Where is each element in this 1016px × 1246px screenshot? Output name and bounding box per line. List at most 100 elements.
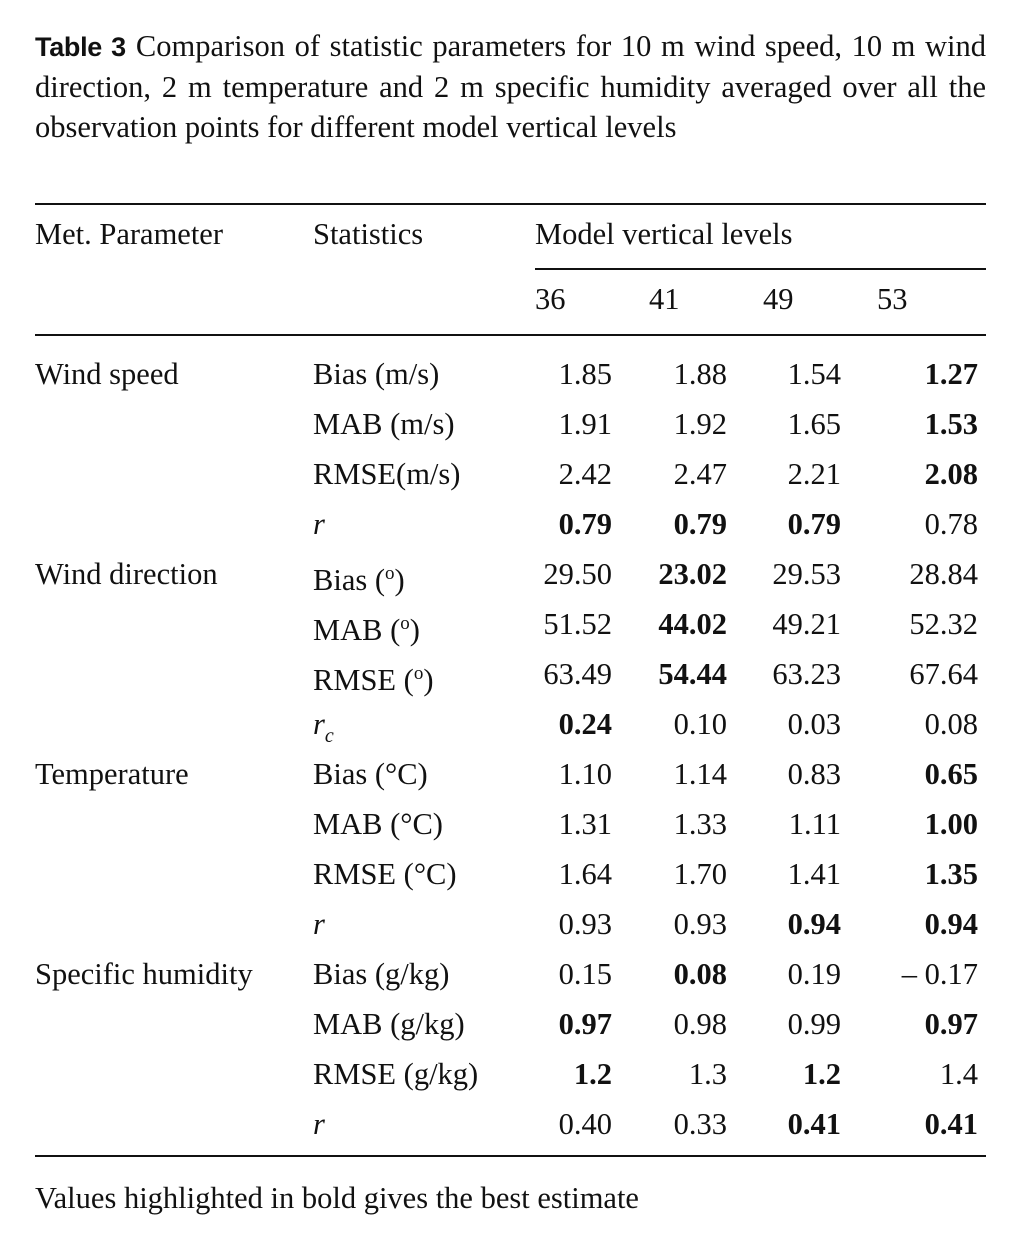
- value-cell: 0.08: [673, 957, 727, 991]
- value-cell: 0.79: [558, 507, 612, 541]
- statistic-text: RMSE (°C): [313, 857, 457, 891]
- statistic-label: Bias (g/kg): [313, 956, 449, 992]
- value-cell: 51.52: [543, 607, 612, 641]
- statistic-text: r: [313, 907, 325, 941]
- value-cell: – 0.17: [901, 957, 978, 991]
- value-cell: 0.15: [558, 957, 612, 991]
- table-footnote: Values highlighted in bold gives the bes…: [35, 1181, 639, 1215]
- value-cell: 54.44: [658, 657, 727, 691]
- statistic-label: RMSE (°C): [313, 856, 457, 892]
- degree-superscript: o: [400, 613, 410, 634]
- parameter-name: Wind direction: [35, 557, 218, 591]
- value-cell: 0.24: [558, 707, 612, 741]
- value-cell: 1.11: [788, 807, 841, 841]
- statistic-label: RMSE (o): [313, 656, 434, 698]
- value-cell: 1.91: [558, 407, 612, 441]
- statistic-text: Bias (: [313, 563, 386, 597]
- value-cell: 29.50: [543, 557, 612, 591]
- value-cell: 0.78: [924, 507, 978, 541]
- parameter-name: Wind speed: [35, 357, 179, 391]
- value-cell: 0.79: [787, 507, 841, 541]
- degree-superscript: o: [385, 563, 395, 584]
- header-level-49: 49: [763, 282, 794, 316]
- statistic-text-end: ): [423, 663, 434, 697]
- value-cell: 0.19: [787, 957, 841, 991]
- value-cell: 29.53: [772, 557, 841, 591]
- value-cell: 2.08: [924, 457, 978, 491]
- value-cell: 63.49: [543, 657, 612, 691]
- statistic-label: MAB (g/kg): [313, 1006, 465, 1042]
- value-cell: 0.98: [673, 1007, 727, 1041]
- statistic-text: Bias (m/s): [313, 357, 440, 391]
- header-level-36: 36: [535, 282, 566, 316]
- value-cell: 0.94: [787, 907, 841, 941]
- value-cell: 2.42: [558, 457, 612, 491]
- statistic-label: rc: [313, 706, 334, 754]
- table-label: Table 3: [35, 32, 126, 62]
- statistic-text: Bias (°C): [313, 757, 428, 791]
- value-cell: 67.64: [909, 657, 978, 691]
- value-cell: 1.2: [573, 1057, 612, 1091]
- value-cell: 1.64: [558, 857, 612, 891]
- value-cell: 1.53: [924, 407, 978, 441]
- value-cell: 28.84: [909, 557, 978, 591]
- header-model-vertical-levels: Model vertical levels: [535, 217, 793, 251]
- value-cell: 1.4: [939, 1057, 978, 1091]
- statistic-text: RMSE (: [313, 663, 414, 697]
- value-cell: 0.79: [673, 507, 727, 541]
- value-cell: 44.02: [658, 607, 727, 641]
- header-statistics: Statistics: [313, 217, 424, 251]
- value-cell: 1.41: [787, 857, 841, 891]
- statistic-text: r: [313, 1107, 325, 1141]
- statistic-label: RMSE(m/s): [313, 456, 460, 492]
- group-header-rule: [535, 268, 986, 270]
- value-cell: 0.99: [787, 1007, 841, 1041]
- statistic-text: MAB (°C): [313, 807, 443, 841]
- value-cell: 1.14: [673, 757, 727, 791]
- statistic-subscript: c: [324, 725, 334, 747]
- value-cell: 0.10: [673, 707, 727, 741]
- value-cell: 1.35: [924, 857, 978, 891]
- statistic-label: RMSE (g/kg): [313, 1056, 478, 1092]
- value-cell: 0.97: [558, 1007, 612, 1041]
- statistic-label: MAB (°C): [313, 806, 443, 842]
- value-cell: 2.21: [787, 457, 841, 491]
- top-rule: [35, 203, 986, 205]
- statistic-text: RMSE (g/kg): [313, 1057, 479, 1091]
- value-cell: 52.32: [909, 607, 978, 641]
- statistic-text: MAB (m/s): [313, 407, 455, 441]
- caption-text: Comparison of statistic parameters for 1…: [35, 29, 986, 144]
- value-cell: 0.40: [558, 1107, 612, 1141]
- value-cell: 1.70: [673, 857, 727, 891]
- value-cell: 1.54: [787, 357, 841, 391]
- statistic-label: Bias (°C): [313, 756, 428, 792]
- value-cell: 49.21: [772, 607, 841, 641]
- value-cell: 0.41: [787, 1107, 841, 1141]
- value-cell: 1.88: [673, 357, 727, 391]
- value-cell: 2.47: [673, 457, 727, 491]
- parameter-name: Specific humidity: [35, 957, 253, 991]
- value-cell: 1.33: [673, 807, 727, 841]
- statistic-label: r: [313, 906, 325, 942]
- value-cell: 1.2: [802, 1057, 841, 1091]
- value-cell: 0.03: [787, 707, 841, 741]
- value-cell: 23.02: [658, 557, 727, 591]
- degree-superscript: o: [413, 663, 424, 684]
- statistic-text: RMSE(m/s): [313, 457, 461, 491]
- value-cell: 1.92: [673, 407, 727, 441]
- statistic-label: r: [313, 1106, 325, 1142]
- value-cell: 0.94: [924, 907, 978, 941]
- header-rule: [35, 334, 986, 336]
- statistic-text: MAB (g/kg): [313, 1007, 465, 1041]
- value-cell: 0.08: [924, 707, 978, 741]
- value-cell: 0.93: [673, 907, 727, 941]
- value-cell: 1.65: [787, 407, 841, 441]
- value-cell: 1.10: [558, 757, 612, 791]
- statistic-text-end: ): [409, 613, 420, 647]
- statistic-text: r: [313, 507, 325, 541]
- statistic-label: r: [313, 506, 325, 542]
- value-cell: 1.27: [924, 357, 978, 391]
- value-cell: 1.00: [924, 807, 978, 841]
- statistic-text-end: ): [394, 563, 405, 597]
- bottom-rule: [35, 1155, 986, 1157]
